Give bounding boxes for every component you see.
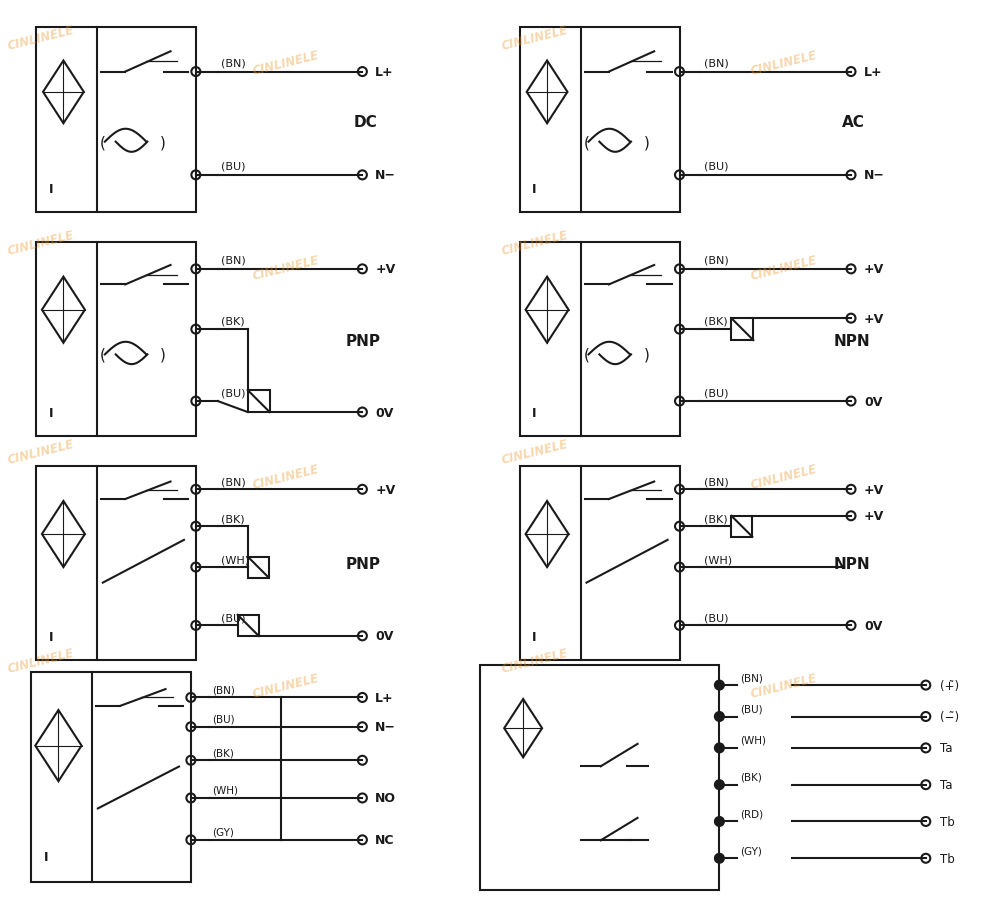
Text: (: ( <box>584 135 589 150</box>
Circle shape <box>715 817 724 826</box>
Text: ): ) <box>160 135 166 150</box>
Text: (BU): (BU) <box>221 161 245 171</box>
Circle shape <box>715 781 724 789</box>
Text: CINLINELE: CINLINELE <box>749 671 819 701</box>
Text: (+̃): (+̃) <box>940 679 959 691</box>
Text: CINLINELE: CINLINELE <box>500 229 569 257</box>
Text: +V: +V <box>864 483 884 496</box>
Text: (−̃): (−̃) <box>940 711 959 723</box>
Text: Ta: Ta <box>940 742 952 754</box>
Text: (BK): (BK) <box>221 316 244 326</box>
Text: I: I <box>532 406 537 419</box>
Text: NPN: NPN <box>834 334 871 349</box>
Text: 0V: 0V <box>375 630 394 642</box>
Text: I: I <box>48 406 53 419</box>
Text: Tb: Tb <box>940 815 955 828</box>
Text: (WH): (WH) <box>704 555 733 565</box>
Text: NO: NO <box>375 792 396 804</box>
Text: (BU): (BU) <box>740 703 763 713</box>
Text: N−: N− <box>375 721 396 733</box>
Text: (BN): (BN) <box>704 58 729 68</box>
Text: (WH): (WH) <box>212 785 238 795</box>
Circle shape <box>715 681 724 690</box>
Text: 0V: 0V <box>864 395 882 408</box>
Text: (BU): (BU) <box>704 388 729 397</box>
Text: AC: AC <box>842 115 865 129</box>
Circle shape <box>715 854 724 863</box>
Text: (BN): (BN) <box>221 58 246 68</box>
Text: +V: +V <box>375 263 396 276</box>
Text: CINLINELE: CINLINELE <box>749 462 819 491</box>
Text: CINLINELE: CINLINELE <box>500 24 569 53</box>
Text: I: I <box>43 850 48 863</box>
Text: (: ( <box>100 135 106 150</box>
Text: CINLINELE: CINLINELE <box>6 647 76 676</box>
Text: (BN): (BN) <box>221 256 246 266</box>
Text: (RD): (RD) <box>740 809 763 819</box>
Text: (BU): (BU) <box>704 613 729 623</box>
Text: (BK): (BK) <box>221 514 244 524</box>
Text: L+: L+ <box>375 691 394 704</box>
Text: I: I <box>532 630 537 643</box>
Text: L+: L+ <box>375 66 394 79</box>
Text: N−: N− <box>375 169 396 182</box>
Text: (BN): (BN) <box>704 476 729 486</box>
Text: (BN): (BN) <box>212 685 235 695</box>
Text: Ta: Ta <box>940 778 952 792</box>
Text: (BK): (BK) <box>212 747 234 757</box>
Text: +V: +V <box>864 312 884 325</box>
Text: (BN): (BN) <box>221 476 246 486</box>
Text: PNP: PNP <box>345 334 380 349</box>
Text: CINLINELE: CINLINELE <box>6 437 76 466</box>
Text: (BK): (BK) <box>704 514 728 524</box>
Text: CINLINELE: CINLINELE <box>251 462 320 491</box>
Text: I: I <box>532 183 537 196</box>
Text: (: ( <box>584 347 589 363</box>
Text: CINLINELE: CINLINELE <box>749 253 819 282</box>
Text: NC: NC <box>375 834 395 846</box>
Text: DC: DC <box>353 115 377 129</box>
Text: (WH): (WH) <box>221 555 249 565</box>
Text: ): ) <box>644 135 650 150</box>
Text: (BN): (BN) <box>704 256 729 266</box>
Text: N−: N− <box>864 169 885 182</box>
Text: CINLINELE: CINLINELE <box>6 229 76 257</box>
Text: CINLINELE: CINLINELE <box>251 49 320 78</box>
Text: (GY): (GY) <box>212 827 234 837</box>
Circle shape <box>715 712 724 722</box>
Text: CINLINELE: CINLINELE <box>500 647 569 676</box>
Text: (BU): (BU) <box>704 161 729 171</box>
Text: (: ( <box>100 347 106 363</box>
Text: (BK): (BK) <box>740 772 762 782</box>
Text: I: I <box>48 183 53 196</box>
Text: +V: +V <box>375 483 396 496</box>
Text: CINLINELE: CINLINELE <box>749 49 819 78</box>
Text: (BK): (BK) <box>704 316 728 326</box>
Circle shape <box>715 743 724 752</box>
Text: (BU): (BU) <box>212 714 234 724</box>
Text: (GY): (GY) <box>740 845 762 855</box>
Text: NPN: NPN <box>834 556 871 571</box>
Text: I: I <box>48 630 53 643</box>
Text: CINLINELE: CINLINELE <box>6 24 76 53</box>
Text: 0V: 0V <box>375 406 394 419</box>
Text: ): ) <box>160 347 166 363</box>
Text: ): ) <box>644 347 650 363</box>
Text: CINLINELE: CINLINELE <box>251 671 320 701</box>
Text: +V: +V <box>864 510 884 523</box>
Text: PNP: PNP <box>345 556 380 571</box>
Text: 0V: 0V <box>864 619 882 632</box>
Text: (WH): (WH) <box>740 735 766 745</box>
Text: L+: L+ <box>864 66 883 79</box>
Text: +V: +V <box>864 263 884 276</box>
Text: CINLINELE: CINLINELE <box>251 253 320 282</box>
Text: CINLINELE: CINLINELE <box>500 437 569 466</box>
Text: (BU): (BU) <box>221 388 245 397</box>
Text: Tb: Tb <box>940 852 955 865</box>
Text: (BN): (BN) <box>740 672 763 682</box>
Text: (BU): (BU) <box>221 613 245 623</box>
